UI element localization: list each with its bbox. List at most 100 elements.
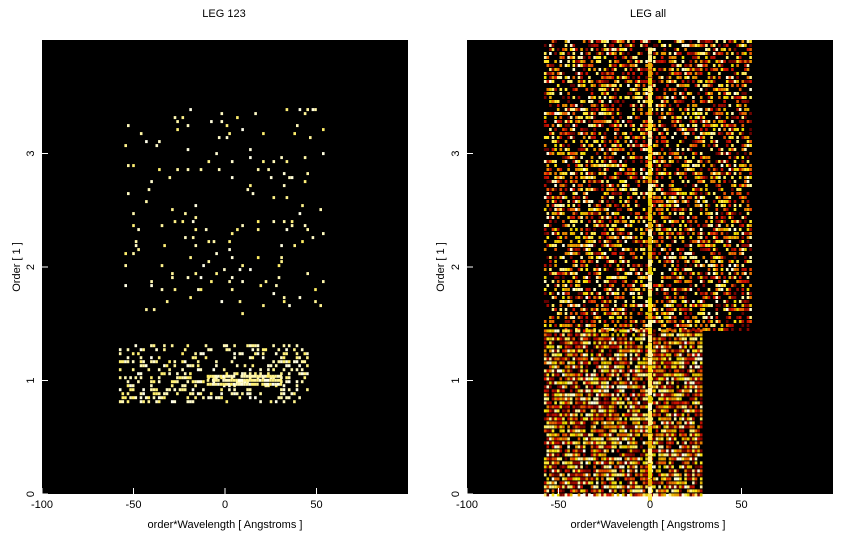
heatmap-cell: [681, 164, 685, 167]
heatmap-cell: [689, 385, 693, 389]
heatmap-cell: [705, 328, 708, 331]
heatmap-cell: [746, 244, 750, 247]
heatmap-cell: [285, 352, 288, 356]
heatmap-cell: [238, 352, 242, 356]
heatmap-cell: [572, 373, 576, 377]
heatmap-cell: [183, 376, 187, 380]
heatmap-cell: [663, 144, 667, 147]
heatmap-cell: [686, 72, 690, 75]
heatmap-cell: [707, 144, 711, 147]
heatmap-cell: [637, 240, 641, 243]
heatmap-cell: [577, 184, 581, 187]
heatmap-cell: [168, 372, 171, 376]
heatmap-cell: [621, 120, 625, 123]
heatmap-cell: [697, 72, 700, 75]
heatmap-cell: [694, 52, 698, 55]
heatmap-cell: [616, 373, 620, 377]
heatmap-cell: [575, 333, 578, 337]
heatmap-cell: [210, 280, 213, 284]
heatmap-cell: [666, 140, 669, 143]
heatmap-cell: [222, 378, 225, 382]
heatmap-cell: [725, 116, 729, 119]
heatmap-cell: [697, 180, 700, 183]
heatmap-cell: [554, 329, 557, 333]
heatmap-cell: [634, 353, 638, 357]
heatmap-cell: [741, 280, 745, 283]
heatmap-cell: [207, 160, 211, 164]
heatmap-cell: [611, 124, 615, 127]
heatmap-cell: [564, 385, 568, 389]
heatmap-cell: [580, 316, 583, 319]
heatmap-cell: [562, 357, 565, 361]
heatmap-cell: [611, 401, 615, 405]
heatmap-cell: [173, 116, 177, 120]
heatmap-cell: [546, 256, 550, 259]
heatmap-cell: [733, 320, 737, 323]
heatmap-cell: [668, 156, 672, 159]
heatmap-cell: [619, 389, 622, 393]
heatmap-cell: [572, 349, 576, 353]
heatmap-cell: [660, 312, 664, 315]
heatmap-cell: [611, 108, 615, 111]
heatmap-cell: [676, 68, 680, 71]
heatmap-cell: [676, 128, 680, 131]
heatmap-cell: [582, 84, 586, 87]
heatmap-cell: [694, 413, 698, 417]
heatmap-cell: [634, 116, 638, 119]
heatmap-cell: [614, 248, 617, 251]
heatmap-cell: [676, 156, 680, 159]
heatmap-cell: [668, 328, 672, 331]
heatmap-cell: [577, 365, 581, 369]
heatmap-cell: [666, 349, 669, 353]
heatmap-cell: [595, 268, 599, 271]
heatmap-cell: [744, 232, 747, 235]
heatmap-cell: [705, 40, 708, 43]
heatmap-cell: [632, 296, 635, 299]
heatmap-cell: [671, 373, 674, 377]
heatmap-cell: [580, 405, 583, 409]
heatmap-cell: [551, 72, 555, 75]
heatmap-cell: [603, 116, 607, 119]
heatmap-cell: [676, 104, 680, 107]
heatmap-cell: [673, 280, 677, 283]
heatmap-cell: [189, 256, 192, 260]
heatmap-cell: [728, 228, 732, 231]
heatmap-cell: [627, 196, 630, 199]
heatmap-cell: [676, 405, 680, 409]
heatmap-cell: [718, 240, 721, 243]
heatmap-cell: [671, 224, 674, 227]
heatmap-cell: [621, 304, 625, 307]
heatmap-cell: [666, 357, 669, 361]
heatmap-cell: [163, 396, 166, 400]
heatmap-cell: [590, 324, 594, 327]
heatmap-cell: [249, 268, 252, 272]
heatmap-cell: [733, 248, 737, 251]
heatmap-cell: [676, 276, 680, 279]
heatmap-cell: [601, 417, 604, 421]
heatmap-cell: [285, 348, 288, 352]
heatmap-cell: [697, 377, 700, 381]
heatmap-cell: [720, 120, 724, 123]
heatmap-cell: [684, 377, 687, 381]
heatmap-cell: [236, 228, 239, 232]
heatmap-cell: [585, 192, 589, 195]
heatmap-cell: [567, 76, 570, 79]
heatmap-cell: [590, 385, 594, 389]
heatmap-cell: [697, 200, 700, 203]
heatmap-cell: [676, 204, 680, 207]
heatmap-cell: [564, 64, 568, 67]
heatmap-cell: [746, 40, 750, 43]
heatmap-cell: [650, 333, 654, 337]
heatmap-cell: [621, 164, 625, 167]
heatmap-cell: [640, 417, 643, 421]
heatmap-cell: [629, 176, 633, 179]
heatmap-cell: [614, 132, 617, 135]
heatmap-cell: [585, 48, 589, 51]
heatmap-cell: [564, 172, 568, 175]
heatmap-cell: [582, 308, 586, 311]
heatmap-cell: [575, 156, 578, 159]
heatmap-cell: [590, 236, 594, 239]
heatmap-cell: [118, 400, 122, 404]
heatmap-cell: [679, 40, 682, 43]
heatmap-cell: [264, 280, 268, 284]
